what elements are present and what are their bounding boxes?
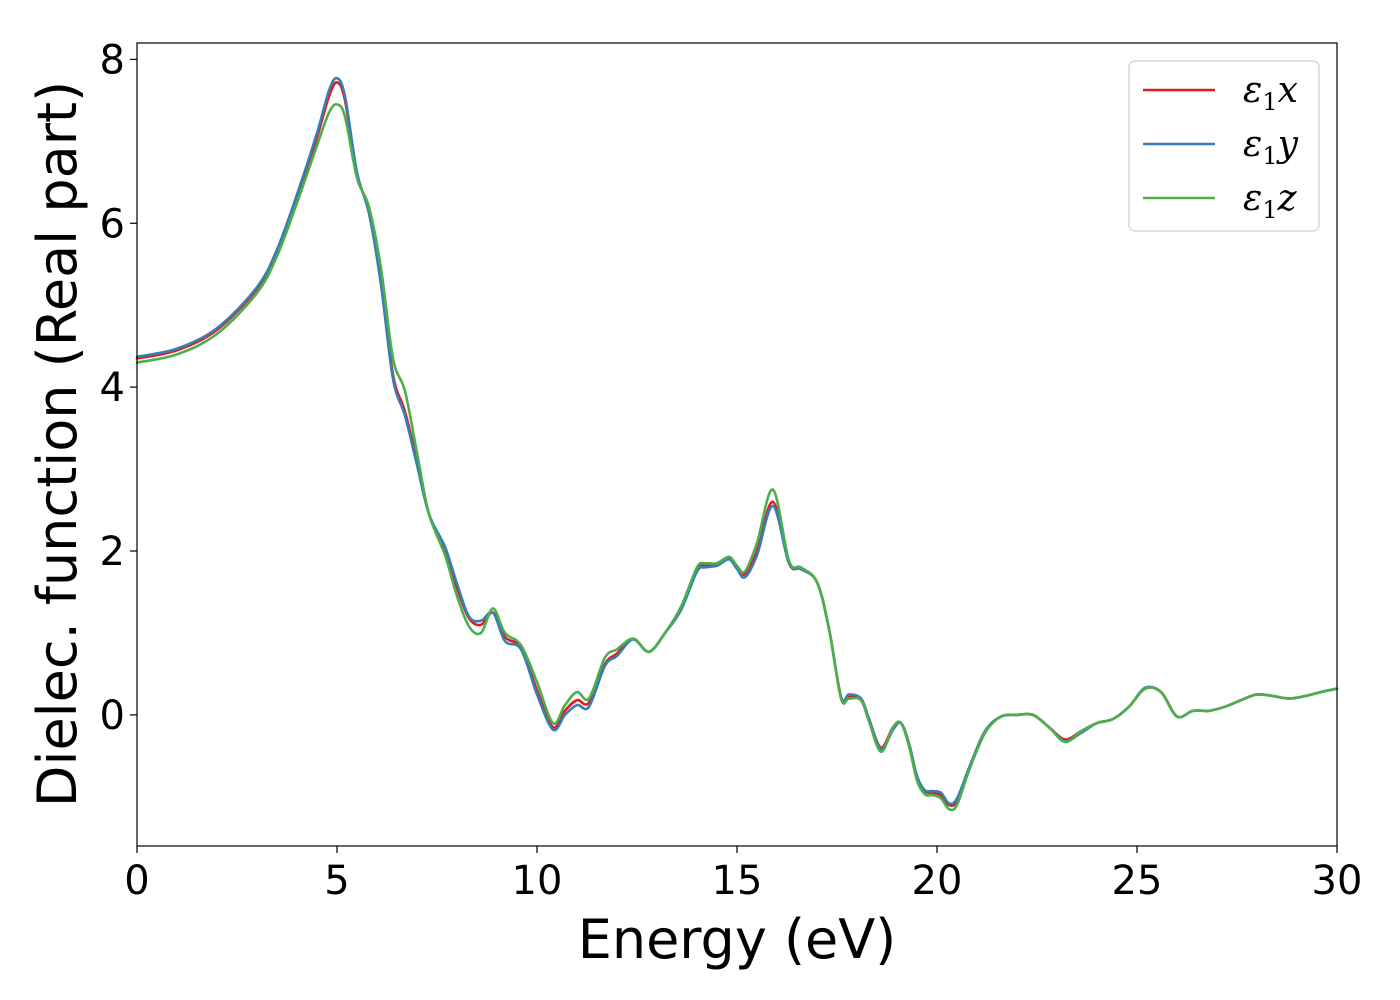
legend-label-suffix: z [1277,178,1298,219]
y-tick-label: 4 [100,365,125,411]
series-layer [135,76,1339,812]
y-tick-label: 6 [100,201,125,247]
legend-label-base: ε [1243,70,1262,111]
series-line-3 [135,103,1339,812]
legend-label: ε1z [1243,178,1298,224]
legend-label-base: ε [1243,178,1262,219]
x-axis-title: Energy (eV) [578,908,897,971]
x-tick-label: 0 [124,858,149,904]
x-tick-label: 30 [1312,858,1363,904]
x-tick-label: 25 [1112,858,1163,904]
legend-box [1128,60,1320,232]
x-tick-label: 5 [324,858,349,904]
legend-label-subscript: 1 [1262,196,1277,224]
legend-label-base: ε [1243,124,1262,165]
x-axis-ticks: 0 5 10 15 20 25 30 [124,846,1362,904]
y-axis-title: Dielec. function (Real part) [26,81,89,807]
legend-label-suffix: y [1276,124,1299,165]
legend-label-subscript: 1 [1262,142,1277,170]
legend-label: ε1x [1243,70,1298,116]
legend-label: ε1y [1243,124,1299,170]
x-tick-label: 10 [512,858,563,904]
y-axis-ticks: 0 2 4 6 8 [100,37,137,739]
legend-label-suffix: x [1278,70,1298,111]
y-tick-label: 2 [100,529,125,575]
x-tick-label: 15 [712,858,763,904]
y-tick-label: 8 [100,37,125,83]
y-tick-label: 0 [100,693,125,739]
legend-label-subscript: 1 [1262,88,1277,116]
x-tick-label: 20 [912,858,963,904]
